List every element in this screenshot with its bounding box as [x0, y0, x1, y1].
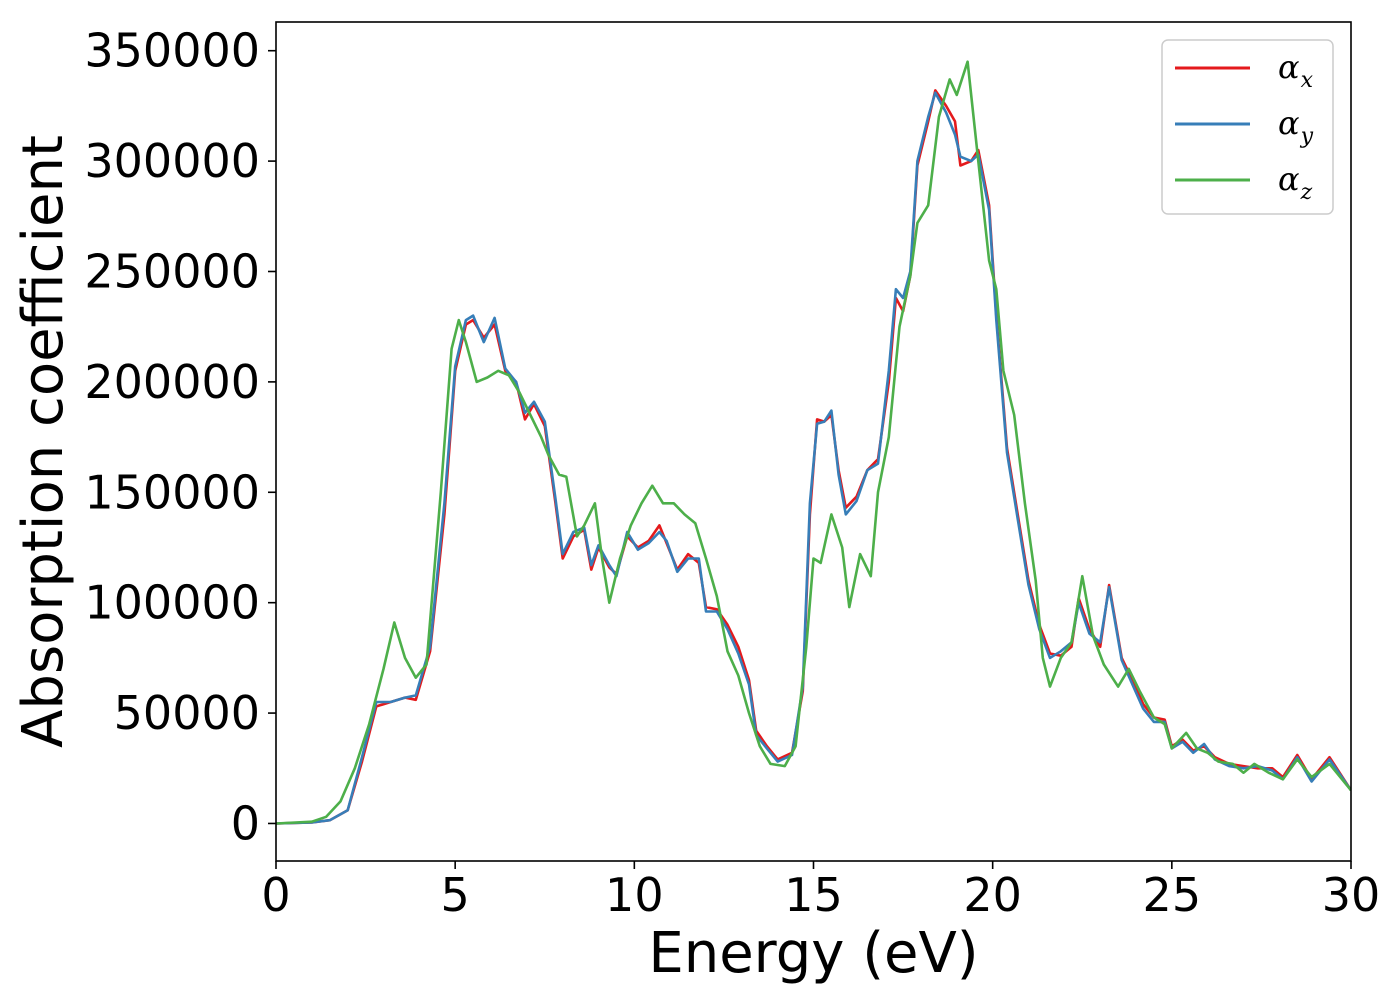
x-tick-label: 20 — [963, 868, 1022, 922]
axis-layer: 0 5 10 15 20 25 30 0 50000 100000 150000 200000 2500… — [84, 24, 1380, 922]
x-tick-label: 15 — [784, 868, 843, 922]
series-line-y — [276, 91, 1351, 825]
y-tick-label: 250000 — [84, 244, 260, 298]
x-tick-label: 5 — [441, 868, 470, 922]
x-tick-label: 25 — [1143, 868, 1202, 922]
series-layer — [276, 60, 1351, 825]
y-tick-label: 50000 — [114, 686, 260, 740]
y-tick-label: 200000 — [84, 355, 260, 409]
y-tick-label: 0 — [231, 796, 260, 850]
x-axis-title: Energy (eV) — [648, 921, 978, 986]
legend-label-x: αx — [1278, 48, 1314, 93]
y-tick-label: 300000 — [84, 134, 260, 188]
y-axis-title: Absorption coefficient — [11, 135, 76, 748]
y-tick-label: 350000 — [84, 24, 260, 78]
series-line-z — [276, 60, 1351, 825]
x-tick-label: 30 — [1322, 868, 1381, 922]
y-tick-label: 150000 — [84, 465, 260, 519]
y-tick-label: 100000 — [84, 576, 260, 630]
legend-box — [1161, 39, 1334, 215]
x-tick-label: 0 — [261, 868, 290, 922]
x-tick-label: 10 — [605, 868, 664, 922]
legend-label-y: αy — [1278, 104, 1314, 149]
